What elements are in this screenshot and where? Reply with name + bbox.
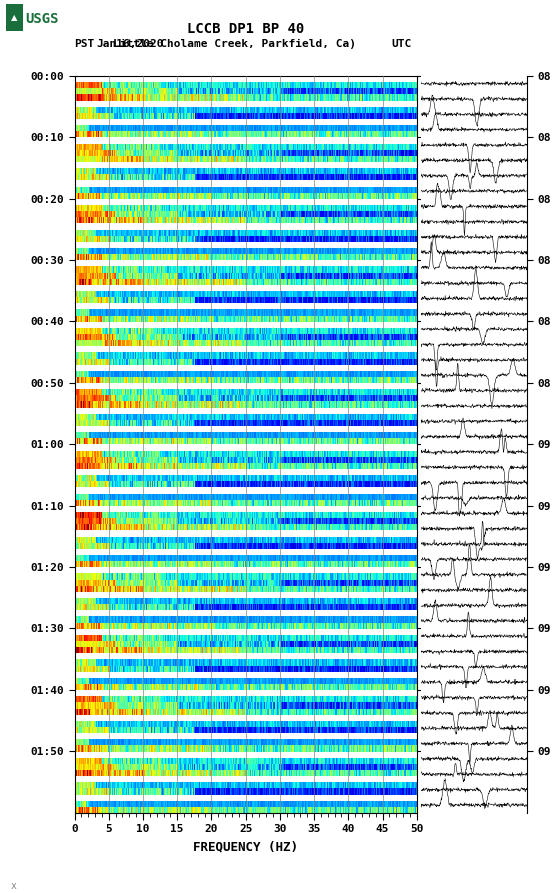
X-axis label: FREQUENCY (HZ): FREQUENCY (HZ) bbox=[193, 840, 298, 853]
Text: USGS: USGS bbox=[25, 12, 59, 26]
Text: Jan16,2020: Jan16,2020 bbox=[97, 39, 164, 49]
Text: PST: PST bbox=[75, 39, 95, 49]
Bar bbox=[6, 4, 23, 31]
Text: Little Cholame Creek, Parkfield, Ca): Little Cholame Creek, Parkfield, Ca) bbox=[113, 39, 356, 49]
Text: UTC: UTC bbox=[391, 39, 411, 49]
Text: ▲: ▲ bbox=[11, 13, 18, 22]
Text: LCCB DP1 BP 40: LCCB DP1 BP 40 bbox=[187, 21, 304, 36]
Text: x: x bbox=[11, 880, 17, 890]
